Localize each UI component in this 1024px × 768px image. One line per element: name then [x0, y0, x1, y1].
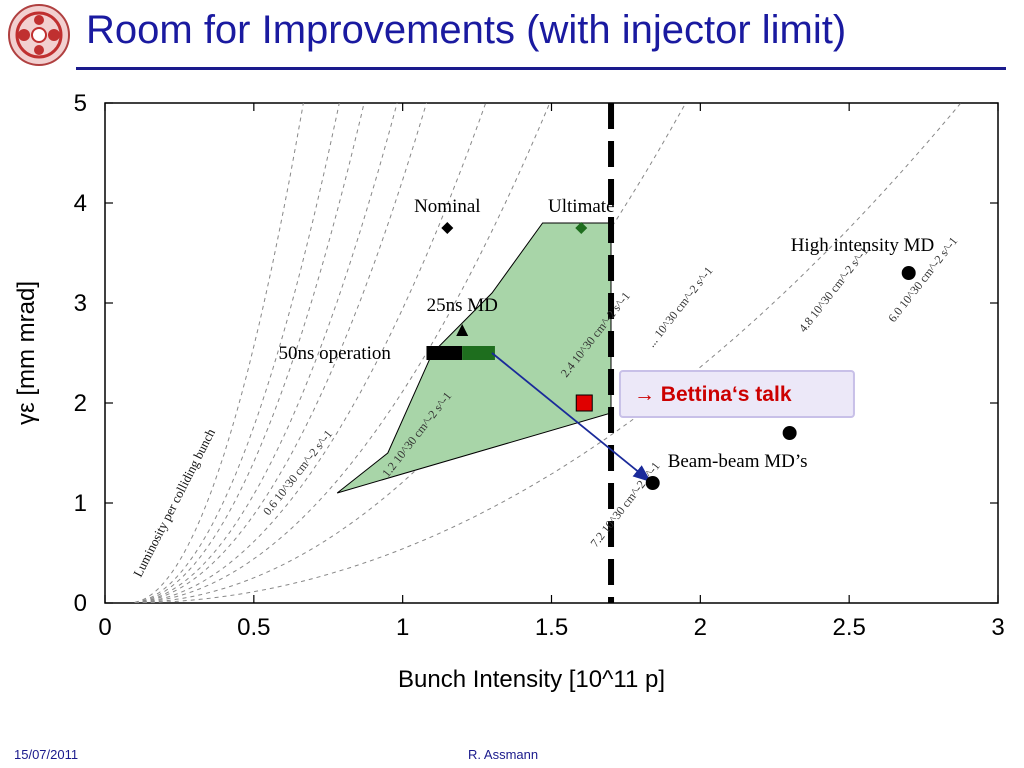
data-point-label: Nominal — [414, 196, 481, 217]
y-tick-label: 1 — [74, 490, 87, 517]
data-point-label: Ultimate — [548, 196, 614, 217]
x-axis-label: Bunch Intensity [10^11 p] — [398, 666, 665, 693]
slide-title: Room for Improvements (with injector lim… — [86, 8, 847, 52]
x-tick-label: 0.5 — [237, 614, 270, 641]
x-tick-label: 2.5 — [832, 614, 865, 641]
footer-date: 15/07/2011 — [14, 747, 79, 762]
y-tick-label: 2 — [74, 390, 87, 417]
x-tick-label: 1.5 — [535, 614, 568, 641]
callout-box — [618, 370, 855, 418]
data-point-circle — [645, 476, 660, 490]
y-axis-label: γε [mm mrad] — [13, 281, 40, 425]
luminosity-line — [134, 103, 340, 603]
operation-band-green — [462, 346, 495, 360]
x-tick-label: 2 — [694, 614, 707, 641]
operation-band-black — [426, 346, 463, 360]
data-point-triangle — [456, 324, 469, 336]
improvement-arrow — [491, 352, 652, 483]
y-tick-label: 4 — [74, 190, 87, 217]
data-point-label: High intensity MD — [791, 235, 935, 256]
y-tick-label: 3 — [74, 290, 87, 317]
data-point-diamond — [441, 222, 454, 234]
y-tick-label: 5 — [74, 90, 87, 117]
x-tick-label: 0 — [98, 614, 111, 641]
y-tick-label: 0 — [74, 590, 87, 617]
luminosity-line — [134, 103, 487, 603]
title-divider — [76, 67, 1006, 70]
x-tick-label: 1 — [396, 614, 409, 641]
data-point-diamond — [575, 222, 588, 234]
callout-text: → Bettina‘s talk — [634, 383, 792, 406]
footer-author: R. Assmann — [468, 747, 539, 762]
data-point-circle — [901, 266, 916, 280]
x-tick-label: 3 — [991, 614, 1004, 641]
data-point-circle — [782, 426, 797, 440]
luminosity-line — [134, 103, 398, 603]
data-point-label: 25ns MD — [427, 295, 498, 316]
accelerator-logo-icon — [8, 4, 70, 66]
operation-band-label: 50ns operation — [278, 343, 391, 364]
data-point-label: Beam-beam MD’s — [668, 451, 808, 472]
emittance-intensity-chart: 0.6 10^30 cm^-2 s^-1 1.2 10^30 cm^-2 s^-1… — [13, 90, 1005, 693]
data-point-square — [575, 394, 593, 412]
